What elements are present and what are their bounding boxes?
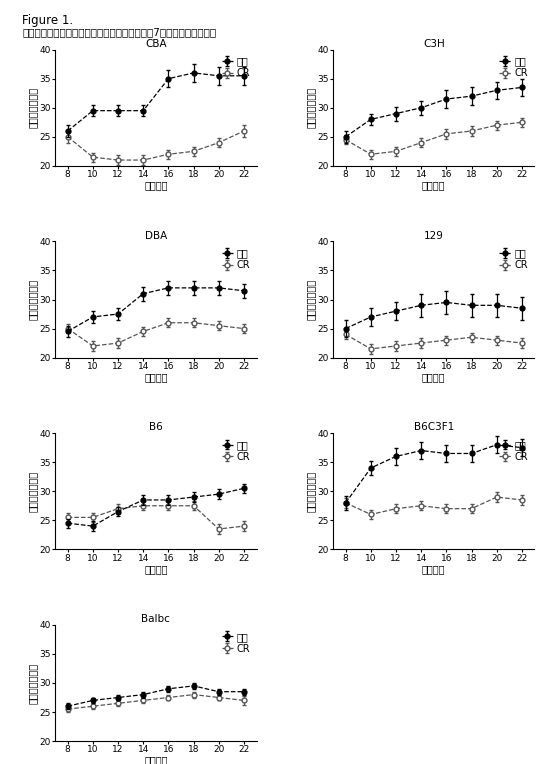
Text: Figure 1.: Figure 1. xyxy=(22,14,73,27)
Legend: 対照, CR: 対照, CR xyxy=(498,246,530,272)
X-axis label: 齢（週）: 齢（週） xyxy=(144,372,168,382)
Legend: 対照, CR: 対照, CR xyxy=(219,438,252,464)
Legend: 対照, CR: 対照, CR xyxy=(498,438,530,464)
Y-axis label: 体重（グラム）: 体重（グラム） xyxy=(28,279,38,320)
Y-axis label: 体重（グラム）: 体重（グラム） xyxy=(28,87,38,128)
Title: 129: 129 xyxy=(424,231,444,241)
Legend: 対照, CR: 対照, CR xyxy=(498,54,530,80)
Legend: 対照, CR: 対照, CR xyxy=(219,630,252,656)
X-axis label: 齢（週）: 齢（週） xyxy=(144,564,168,574)
Y-axis label: 体重（グラム）: 体重（グラム） xyxy=(306,279,316,320)
Y-axis label: 体重（グラム）: 体重（グラム） xyxy=(306,87,316,128)
Y-axis label: 体重（グラム）: 体重（グラム） xyxy=(306,471,316,512)
X-axis label: 齢（週）: 齢（週） xyxy=(422,180,446,190)
Legend: 対照, CR: 対照, CR xyxy=(219,246,252,272)
Legend: 対照, CR: 対照, CR xyxy=(219,54,252,80)
X-axis label: 齢（週）: 齢（週） xyxy=(422,564,446,574)
Title: B6C3F1: B6C3F1 xyxy=(414,422,454,432)
X-axis label: 齢（週）: 齢（週） xyxy=(144,756,168,764)
Y-axis label: 体重（グラム）: 体重（グラム） xyxy=(28,471,38,512)
Text: カロリー制限のバイオマーカーの同定に用いた7系統のマウスの体重: カロリー制限のバイオマーカーの同定に用いた7系統のマウスの体重 xyxy=(22,28,216,37)
Title: B6: B6 xyxy=(149,422,163,432)
Title: Balbc: Balbc xyxy=(142,614,170,624)
Title: C3H: C3H xyxy=(423,39,445,49)
X-axis label: 齢（週）: 齢（週） xyxy=(144,180,168,190)
X-axis label: 齢（週）: 齢（週） xyxy=(422,372,446,382)
Title: CBA: CBA xyxy=(145,39,166,49)
Y-axis label: 体重（グラム）: 体重（グラム） xyxy=(28,662,38,704)
Title: DBA: DBA xyxy=(145,231,167,241)
